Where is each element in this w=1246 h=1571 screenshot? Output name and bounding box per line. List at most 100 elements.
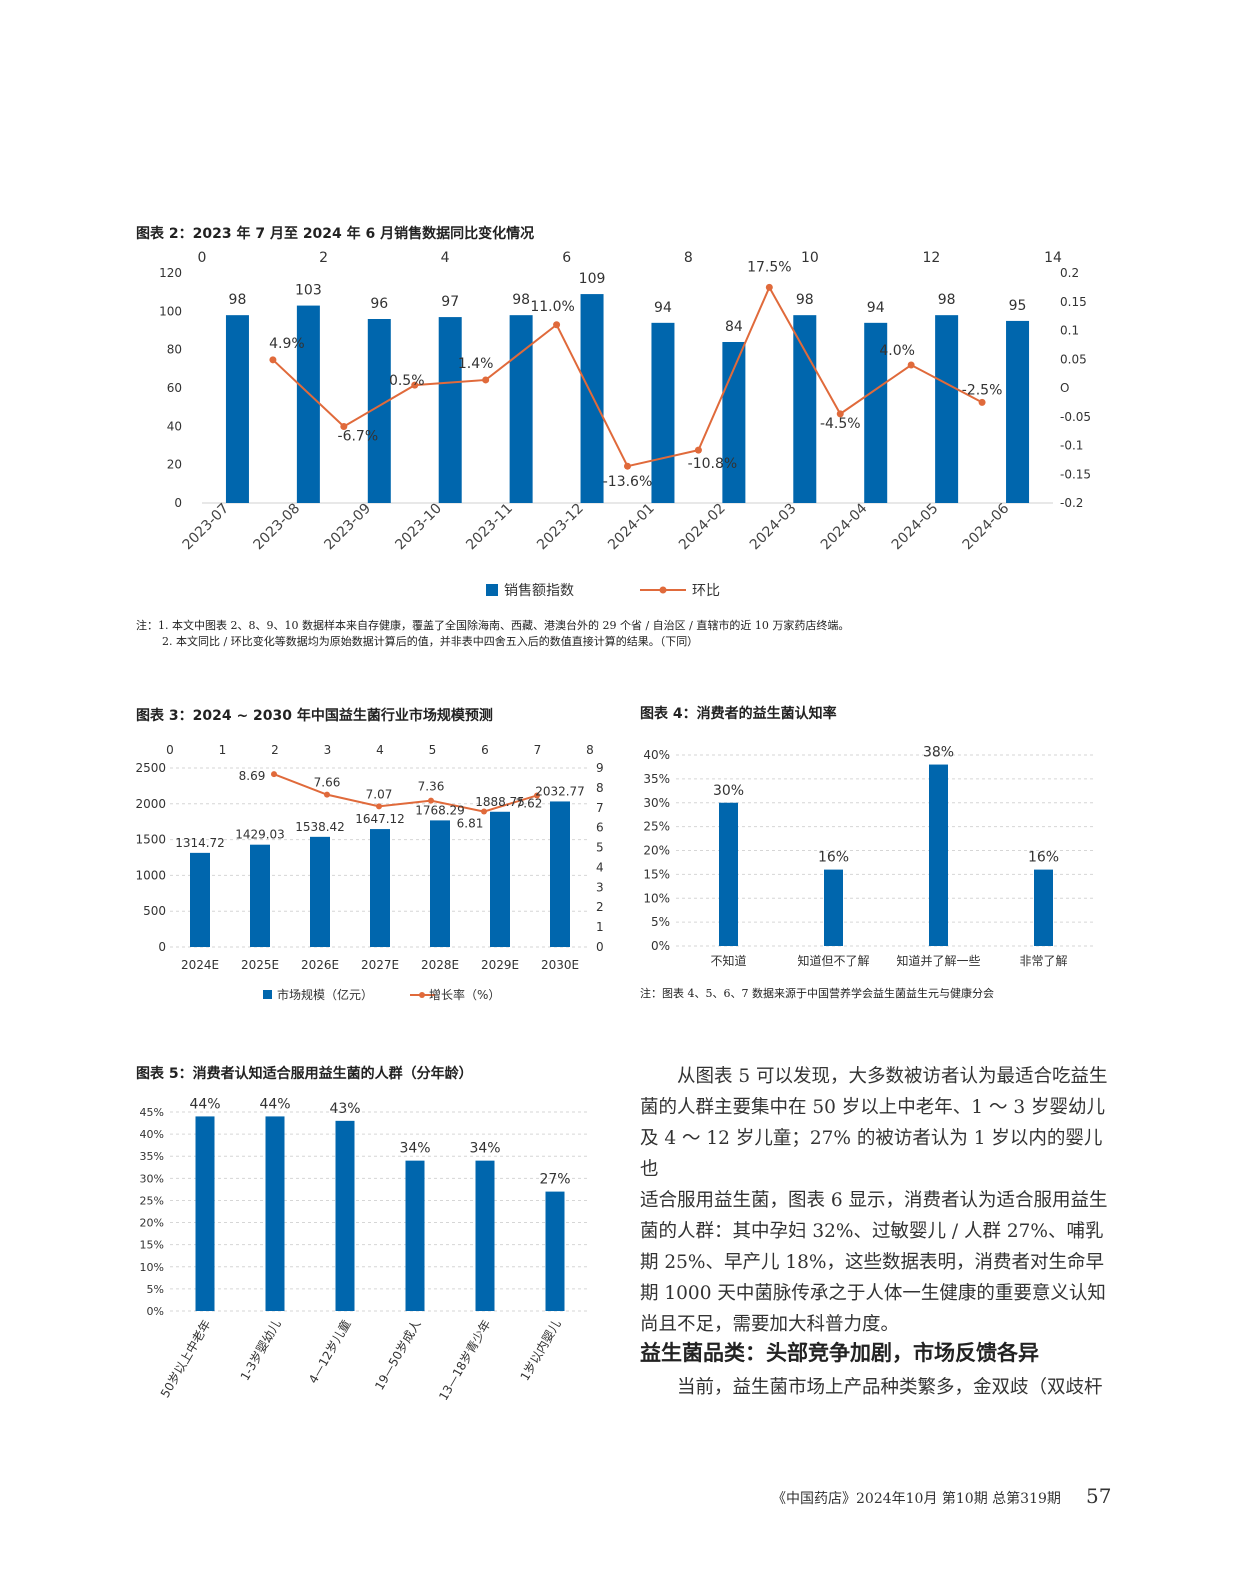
y-tick: 35%: [140, 1150, 164, 1163]
y-left-tick: 1000: [135, 868, 166, 882]
fig2-line-label: 4.0%: [879, 343, 915, 359]
fig4-bar-label: 38%: [923, 745, 954, 761]
fig3-bar-label: 1888.75: [475, 795, 525, 809]
y-right-tick: 0.15: [1060, 295, 1087, 309]
fig2-line-point: [553, 321, 561, 329]
fig3-line-label: 8.69: [239, 769, 266, 783]
y-tick: 20%: [643, 844, 670, 858]
y-tick: 5%: [147, 1283, 164, 1296]
fig2-bar-label: 96: [370, 296, 388, 312]
fig2-bar: [367, 319, 391, 503]
y-left-tick: 500: [143, 904, 166, 918]
x-top-tick: 10: [801, 250, 819, 266]
y-tick: 35%: [643, 772, 670, 786]
y-right-tick: 0.1: [1060, 324, 1079, 338]
fig4-bar: [929, 764, 948, 946]
fig2-bar-label: 98: [938, 292, 956, 308]
legend-bar-label: 销售额指数: [504, 583, 574, 599]
y-right-tick: -0.15: [1060, 467, 1091, 481]
fig4-bar-label: 16%: [818, 850, 849, 866]
fig3-line-point: [376, 803, 382, 810]
fig2-line-label: -6.7%: [338, 429, 379, 445]
fig2-bar: [793, 315, 817, 503]
y-right-tick: O: [1060, 381, 1069, 395]
fig3-bar: [310, 836, 330, 947]
fig2-x-label: 2023-12: [534, 501, 587, 554]
y-tick: 15%: [643, 867, 670, 881]
fig2-line-label: 4.9%: [269, 336, 305, 352]
y-left-tick: 60: [167, 381, 182, 395]
fig3-line-label: 7.66: [314, 776, 341, 790]
fig3-line-point: [324, 791, 330, 798]
fig2-bar-label: 98: [512, 292, 530, 308]
x-top-tick: 6: [481, 743, 489, 757]
fig3-x-label: 2026E: [301, 958, 339, 972]
y-right-tick: -0.1: [1060, 439, 1083, 453]
fig2-bar-label: 95: [1009, 298, 1027, 314]
fig4-title: 图表 4：消费者的益生菌认知率: [640, 706, 837, 722]
fig2-legend: 销售额指数 环比: [486, 583, 720, 599]
fig2-bar: [509, 315, 533, 503]
fig2-bar: [225, 315, 249, 503]
fig2-title: 图表 2：2023 年 7 月至 2024 年 6 月销售数据同比变化情况: [136, 226, 535, 242]
fig2-line-label: -10.8%: [688, 456, 738, 472]
x-top-tick: 5: [429, 743, 437, 757]
legend-line-marker: [419, 992, 425, 998]
fig3-legend: 市场规模（亿元） 增长率（%）: [263, 987, 500, 1002]
paragraph-line: 及 4 ～ 12 岁儿童；27% 的被访者认为 1 岁以内的婴儿也: [640, 1128, 1103, 1180]
y-left-tick: 2500: [135, 761, 166, 775]
legend-bar-label: 市场规模（亿元）: [277, 987, 373, 1002]
y-tick: 40%: [140, 1128, 164, 1141]
fig5-bar-label: 44%: [259, 1096, 290, 1112]
fig2-bar-label: 98: [796, 292, 814, 308]
fig2-x-label: 2024-01: [605, 501, 658, 554]
fig3-bar: [550, 801, 570, 947]
fig2-line-point: [269, 356, 277, 364]
legend-line-label: 环比: [692, 583, 720, 599]
fig5-x-label: 19—50岁成人: [371, 1317, 423, 1393]
fig2-bar-label: 97: [441, 294, 459, 310]
fig3-line-label: 6.81: [457, 817, 484, 831]
x-top-tick: 1: [219, 743, 227, 757]
fig2-line-label: 1.4%: [458, 356, 494, 372]
fig3-x-label: 2029E: [481, 958, 519, 972]
fig2-x-label: 2024-06: [960, 500, 1013, 553]
y-tick: 15%: [140, 1239, 164, 1252]
y-left-tick: 80: [167, 343, 182, 357]
y-left-tick: 0: [174, 496, 182, 510]
fig3-bar-label: 1538.42: [295, 820, 345, 834]
fig3-title: 图表 3：2024 ~ 2030 年中国益生菌行业市场规模预测: [136, 708, 493, 724]
legend-line-marker: [659, 586, 667, 594]
fig3-line-series: [273, 773, 538, 813]
fig3-x-label: 2030E: [541, 958, 579, 972]
fig3-line-point: [271, 771, 277, 778]
legend-bar-swatch: [486, 584, 498, 596]
section-heading: 益生菌品类：头部竞争加剧，市场反馈各异: [640, 1340, 1039, 1365]
paragraph-line: 适合服用益生菌，图表 6 显示，消费者认为适合服用益生: [640, 1190, 1108, 1211]
fig2-x-label: 2023-08: [251, 501, 304, 554]
fig2-bar: [1006, 320, 1030, 503]
y-left-tick: 40: [167, 419, 182, 433]
fig5-x-label: 50岁以上中老年: [157, 1317, 214, 1400]
fig5-bar: [335, 1120, 355, 1311]
y-tick: 30%: [643, 796, 670, 810]
fig2-note-2: 2. 本文同比 / 环比变化等数据均为原始数据计算后的值，并非表中四舍五入后的数…: [162, 635, 699, 648]
page-number: 57: [1086, 1484, 1112, 1508]
fig5-bar: [405, 1160, 425, 1311]
fig2-bar: [651, 322, 675, 503]
fig5-x-label: 4—12岁儿童: [305, 1317, 353, 1386]
fig4-bar-label: 30%: [713, 783, 744, 799]
fig3-bar: [250, 844, 270, 947]
fig2-line-label: -13.6%: [603, 474, 653, 490]
fig4-x-label: 不知道: [710, 954, 746, 968]
x-top-tick: 0: [166, 743, 174, 757]
legend-bar-swatch: [263, 990, 272, 999]
fig2-x-label: 2024-02: [676, 501, 729, 554]
y-tick: 40%: [643, 748, 670, 762]
fig5-x-label: 1-3岁婴幼儿: [237, 1317, 284, 1383]
fig5-title: 图表 5：消费者认知适合服用益生菌的人群（分年龄）: [136, 1066, 473, 1082]
fig3-bar-label: 2032.77: [535, 784, 585, 798]
x-top-tick: 6: [562, 250, 571, 266]
y-tick: 10%: [643, 891, 670, 905]
fig3-x-label: 2028E: [421, 958, 459, 972]
